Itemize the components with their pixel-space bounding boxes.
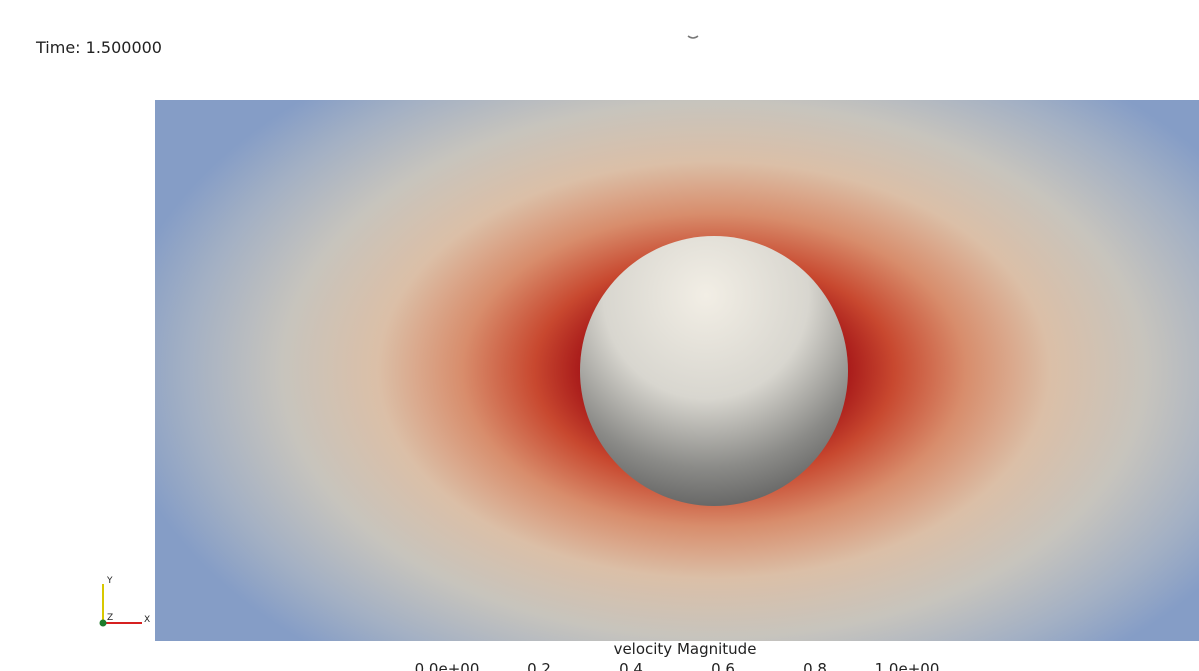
y-axis-label: Y [106,576,113,586]
sphere [580,236,848,506]
cursor-mark [688,36,698,38]
page: Time: 1.500000 Y X Z velocity Magnitude … [0,0,1199,671]
z-axis-label: Z [107,613,113,623]
color-legend-tick-label: 0.8 [803,660,827,671]
time-label: Time: 1.500000 [35,38,162,57]
orientation-axes: Y X Z [100,576,151,627]
x-axis-label: X [144,615,150,625]
color-legend-tick-label: 0.2 [527,660,551,671]
color-legend-title: velocity Magnitude [614,640,757,658]
color-legend-tick-label: 0.6 [711,660,735,671]
render-view: Time: 1.500000 Y X Z velocity Magnitude … [0,0,1199,671]
color-legend-tick-label: 0.0e+00 [415,660,480,671]
z-axis-dot [100,620,107,627]
color-legend-tick-label: 0.4 [619,660,643,671]
color-legend-tick-label: 1.0e+00 [875,660,940,671]
